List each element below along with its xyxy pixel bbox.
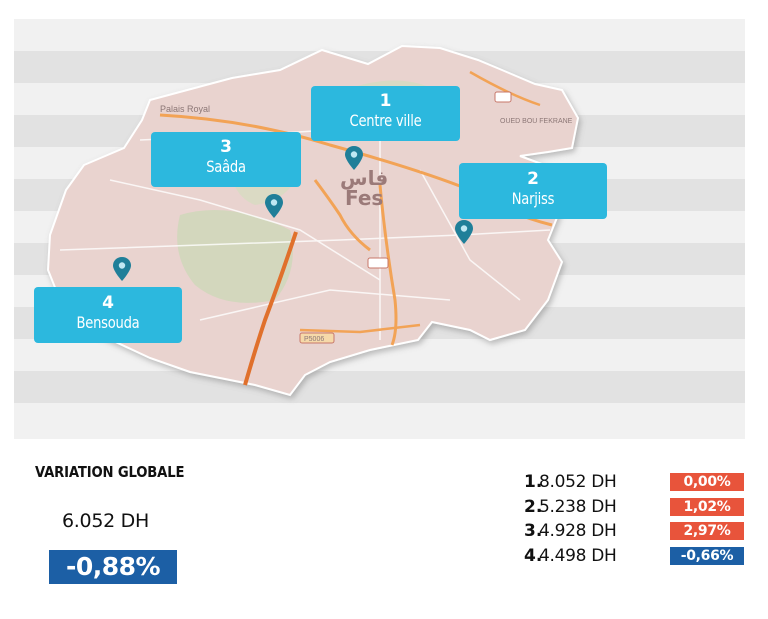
location-pin-icon[interactable]	[264, 193, 284, 219]
road-sign	[494, 91, 512, 103]
road-sign	[367, 257, 389, 269]
district-rank: 1	[379, 91, 392, 111]
ranking-row: 1. 8.052 DH 0,00%	[524, 472, 748, 492]
district-rank: 4	[102, 293, 114, 313]
ranking-row: 3. 4.928 DH 2,97%	[524, 521, 748, 541]
district-rank: 2	[527, 169, 539, 189]
rank-variation-badge: 0,00%	[670, 473, 744, 491]
road-sign	[299, 332, 335, 344]
rank-price: 4.498 DH	[539, 546, 617, 566]
park-area	[177, 210, 293, 303]
ranking-row: 4. 4.498 DH -0,66%	[524, 546, 748, 566]
rank-variation-badge: -0,66%	[670, 547, 744, 565]
district-callout-4[interactable]: 4 Bensouda	[34, 287, 182, 343]
street-network	[59, 129, 551, 340]
district-rank: 3	[220, 137, 232, 157]
global-price: 6.052 DH	[62, 510, 149, 532]
location-pin-icon[interactable]	[112, 256, 132, 282]
location-pin-icon[interactable]	[454, 219, 474, 245]
stripe	[14, 371, 745, 403]
rank-number: 3.	[524, 521, 543, 541]
stripe	[14, 19, 745, 51]
rank-price: 8.052 DH	[539, 472, 617, 492]
district-name: Centre ville	[349, 111, 422, 130]
district-callout-2[interactable]: 2 Narjiss	[459, 163, 607, 219]
city-label-arabic: فاس	[340, 166, 388, 190]
place-label: OUED BOU FEKRANE	[500, 118, 573, 125]
place-label: P5006	[304, 336, 324, 343]
rank-price: 5.238 DH	[539, 497, 617, 517]
rank-number: 1.	[524, 472, 543, 492]
rank-number: 2.	[524, 497, 543, 517]
district-callout-1[interactable]: 1 Centre ville	[311, 86, 460, 141]
city-label-latin: Fes	[345, 186, 383, 210]
district-name: Narjiss	[511, 189, 555, 208]
stripe	[14, 403, 745, 439]
location-pin-icon[interactable]	[344, 145, 364, 171]
rank-variation-badge: 2,97%	[670, 522, 744, 540]
district-name: Saâda	[206, 157, 246, 176]
ranking-row: 2. 5.238 DH 1,02%	[524, 497, 748, 517]
rank-variation-badge: 1,02%	[670, 498, 744, 516]
place-label: Palais Royal	[160, 104, 210, 114]
global-variation-badge: -0,88%	[49, 550, 177, 584]
rank-price: 4.928 DH	[539, 521, 617, 541]
rank-number: 4.	[524, 546, 543, 566]
district-callout-3[interactable]: 3 Saâda	[151, 132, 301, 187]
district-name: Bensouda	[76, 313, 140, 332]
variation-globale-title: VARIATION GLOBALE	[35, 463, 185, 481]
